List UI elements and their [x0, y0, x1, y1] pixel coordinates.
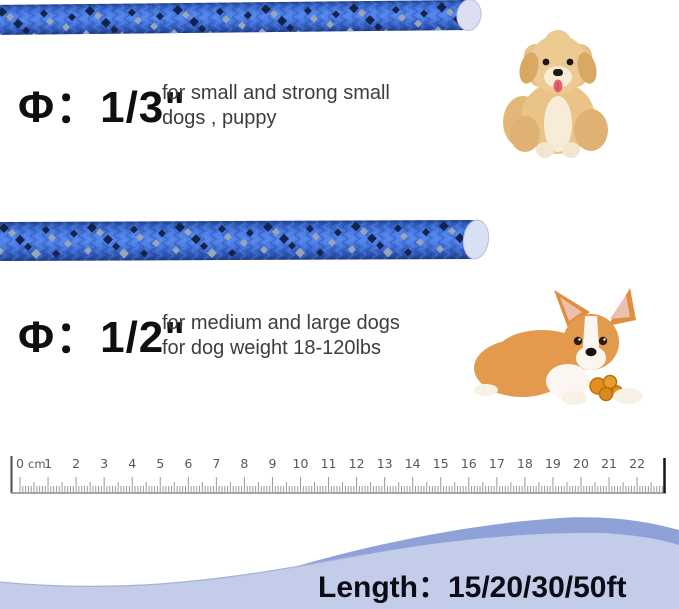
length-label: Length：15/20/30/50ft	[318, 571, 627, 604]
rope-thick-illustration	[0, 218, 494, 264]
svg-text:14: 14	[405, 456, 421, 471]
svg-text:1: 1	[44, 456, 52, 471]
svg-text:19: 19	[545, 456, 561, 471]
puppy-head	[519, 30, 597, 93]
svg-text:6: 6	[184, 456, 192, 471]
diameter-label-1-2-inch: Φ：1/2"	[18, 313, 187, 362]
svg-text:17: 17	[489, 456, 505, 471]
svg-text:18: 18	[517, 456, 533, 471]
svg-text:11: 11	[321, 456, 337, 471]
puppy-eye-left	[542, 58, 550, 66]
description-size-2-line2: for dog weight 18-120lbs	[162, 337, 382, 359]
svg-text:2: 2	[72, 456, 80, 471]
description-size-1-line1: for small and strong small	[162, 82, 390, 104]
svg-text:10: 10	[293, 456, 309, 471]
svg-text:16: 16	[461, 456, 477, 471]
corgi-eye-right	[598, 336, 608, 346]
svg-text:8: 8	[240, 456, 248, 471]
svg-text:4: 4	[128, 456, 136, 471]
rope-thick-end-cap	[462, 219, 490, 260]
puppy-eye-right	[566, 58, 574, 66]
svg-text:13: 13	[377, 456, 393, 471]
wave-banner	[0, 517, 679, 609]
corgi-eye-left	[573, 336, 583, 346]
svg-text:3: 3	[100, 456, 108, 471]
corgi-nose	[585, 347, 597, 357]
svg-text:15: 15	[433, 456, 449, 471]
description-size-1: for small and strong small dogs , puppy	[162, 81, 390, 131]
description-size-1-line2: dogs , puppy	[162, 107, 277, 129]
svg-text:21: 21	[601, 456, 617, 471]
wave-light-fill	[0, 532, 679, 609]
svg-text:9: 9	[268, 456, 276, 471]
rope-thin-end-cap	[456, 0, 482, 31]
puppy-nose	[553, 69, 563, 76]
svg-text:12: 12	[349, 456, 365, 471]
diameter-label-1-3-inch: Φ：1/3"	[18, 83, 187, 132]
rope-thin-illustration	[0, 0, 484, 38]
description-size-2-line1: for medium and large dogs	[162, 312, 400, 334]
svg-text:0: 0	[16, 456, 24, 471]
puppy-photo	[498, 24, 618, 158]
svg-text:cm: cm	[28, 457, 46, 471]
svg-text:7: 7	[212, 456, 220, 471]
ruler-ticks	[19, 477, 663, 493]
description-size-2: for medium and large dogs for dog weight…	[162, 311, 400, 361]
svg-text:22: 22	[629, 456, 645, 471]
svg-text:20: 20	[573, 456, 589, 471]
corgi-photo	[470, 288, 662, 406]
svg-text:5: 5	[156, 456, 164, 471]
